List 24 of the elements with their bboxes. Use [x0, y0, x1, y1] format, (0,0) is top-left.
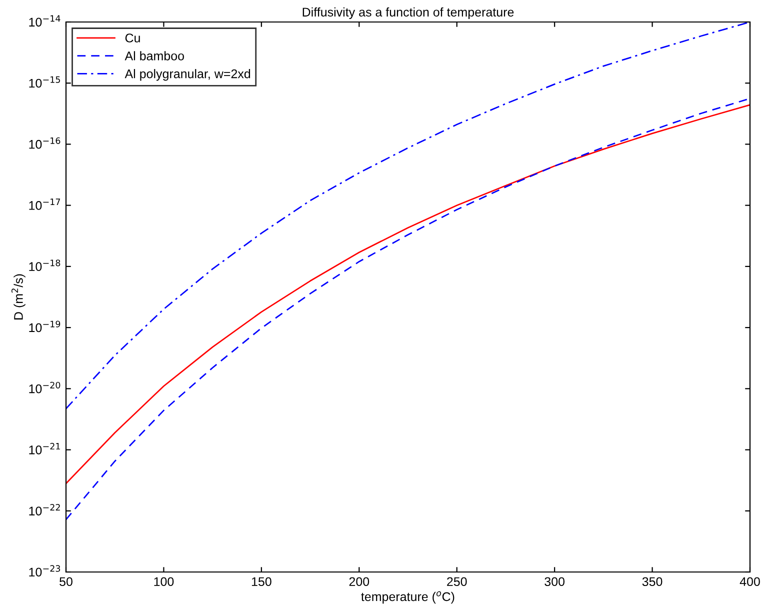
legend-label: Al bamboo [124, 51, 184, 60]
y-tick-label: 10$^{−14}$ [29, 15, 60, 27]
y-tick-label: 10$^{−15}$ [29, 76, 60, 88]
legend-label: Cu [125, 34, 140, 42]
x-tick-label: 100 [154, 577, 174, 586]
y-tick-label: 10$^{−22}$ [29, 504, 60, 516]
y-tick-label: 10$^{−19}$ [29, 320, 60, 332]
y-tick-label: 10$^{−17}$ [29, 198, 60, 210]
x-tick-label: 400 [740, 577, 760, 586]
legend-label: Al polygranular, w=2xd [124, 69, 250, 81]
x-axis-title: temperature ($^{o}$C) [361, 591, 454, 604]
x-tick-label: 50 [60, 577, 72, 586]
x-tick-label: 250 [447, 577, 467, 586]
y-axis-title: D (m$^{2}$/s) [11, 274, 26, 320]
chart-title: Diffusivity as a function of temperature [302, 7, 514, 20]
y-tick-label: 10$^{−20}$ [29, 382, 60, 394]
x-tick-label: 200 [349, 577, 370, 586]
y-tick-label: 10$^{−18}$ [29, 260, 60, 271]
y-tick-label: 10$^{−23}$ [29, 565, 60, 577]
y-tick-label: 10$^{−16}$ [29, 137, 60, 149]
x-tick-label: 150 [252, 577, 272, 586]
x-tick-label: 300 [544, 577, 565, 586]
x-tick-label: 350 [642, 577, 662, 586]
y-tick-label: 10$^{−21}$ [29, 442, 60, 454]
